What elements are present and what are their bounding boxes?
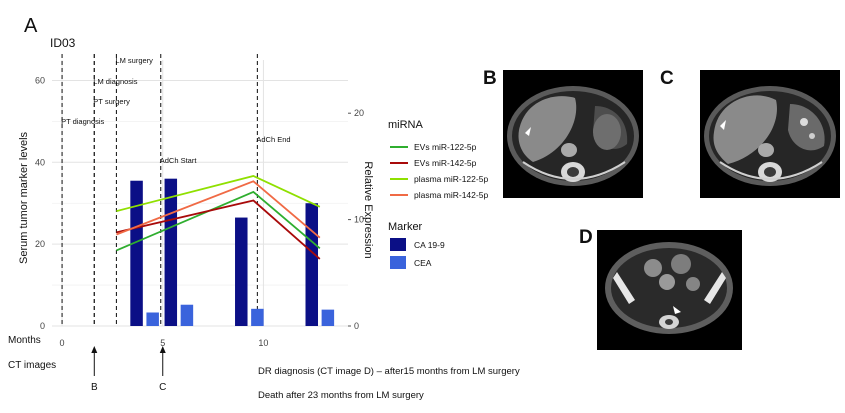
dr-diagnosis-note: DR diagnosis (CT image D) – after15 mont… (258, 366, 520, 377)
x-tick-label: 5 (160, 338, 165, 348)
y-axis-left-label: Serum tumor marker levels (18, 131, 30, 264)
legend-mirna: miRNA EVs miR-122-5p EVs miR-142-5p plasma… (388, 119, 488, 200)
y-axis-right-label: Relative Expression (362, 161, 374, 258)
y-left-tick-label: 40 (35, 157, 45, 167)
event-label: PT diagnosis (61, 117, 104, 126)
patient-id: ID03 (50, 36, 76, 50)
legend-marker-entry: CEA (414, 258, 432, 268)
y-left-tick-label: 0 (40, 321, 45, 331)
ct-arrow-label: B (91, 382, 98, 393)
death-note: Death after 23 months from LM surgery (258, 390, 424, 401)
ct-letter-c: C (660, 68, 674, 89)
ct-arrow-head (91, 346, 98, 353)
legend-mirna-entry: plasma miR-142-5p (414, 190, 488, 200)
bar-ca-19-9 (164, 178, 178, 326)
event-label: LM surgery (115, 56, 153, 65)
legend-mirna-entry: EVs miR-122-5p (414, 142, 477, 152)
ct-image-d (597, 230, 742, 350)
line-evs-mir-142-5p (116, 199, 321, 260)
x-axis-label: Months (8, 335, 41, 346)
y-right-tick-label: 10 (354, 215, 364, 225)
legend-marker-swatch (390, 256, 406, 269)
plot-area: 0 20 40 60 0 10 20 0 5 10 PT diagnosis LM diagnosis… (35, 54, 364, 393)
y-left-tick-label: 20 (35, 239, 45, 249)
y-left-tick-label: 60 (35, 75, 45, 85)
event-label: LM diagnosis (93, 77, 137, 86)
legend-marker-title: Marker (388, 221, 423, 233)
y-right-tick-label: 20 (354, 108, 364, 118)
legend-marker-swatch (390, 238, 406, 251)
x-tick-label: 0 (60, 338, 65, 348)
bar-ca-19-9 (305, 203, 319, 326)
ct-image-b (503, 70, 643, 198)
event-label: AdCh End (256, 135, 290, 144)
panel-letter: A (24, 15, 38, 37)
legend-mirna-title: miRNA (388, 119, 423, 131)
legend-mirna-entry: plasma miR-122-5p (414, 174, 488, 184)
bar-ca-19-9 (235, 217, 248, 326)
line-evs-mir-122-5p (116, 190, 321, 252)
bar-cea (321, 309, 335, 326)
bar-ca-19-9 (130, 180, 143, 326)
ct-arrow-label: C (159, 382, 166, 393)
ct-image-c (700, 70, 840, 198)
ct-row-label: CT images (8, 360, 56, 371)
legend-marker: Marker CA 19-9 CEA (388, 221, 445, 269)
ct-letter-d: D (579, 227, 593, 248)
bar-cea (180, 304, 194, 326)
legend-mirna-entry: EVs miR-142-5p (414, 158, 477, 168)
line-plasma-mir-142-5p (116, 180, 321, 239)
bar-cea (146, 312, 159, 326)
event-label: PT surgery (93, 97, 130, 106)
y-right-tick-label: 0 (354, 321, 359, 331)
bar-cea (251, 308, 264, 326)
event-label: AdCh Start (160, 156, 198, 165)
legend-marker-entry: CA 19-9 (414, 240, 445, 250)
ct-letter-b: B (483, 68, 497, 89)
x-tick-label: 10 (258, 338, 268, 348)
ct-arrow-head (159, 346, 166, 353)
line-plasma-mir-122-5p (116, 175, 321, 212)
